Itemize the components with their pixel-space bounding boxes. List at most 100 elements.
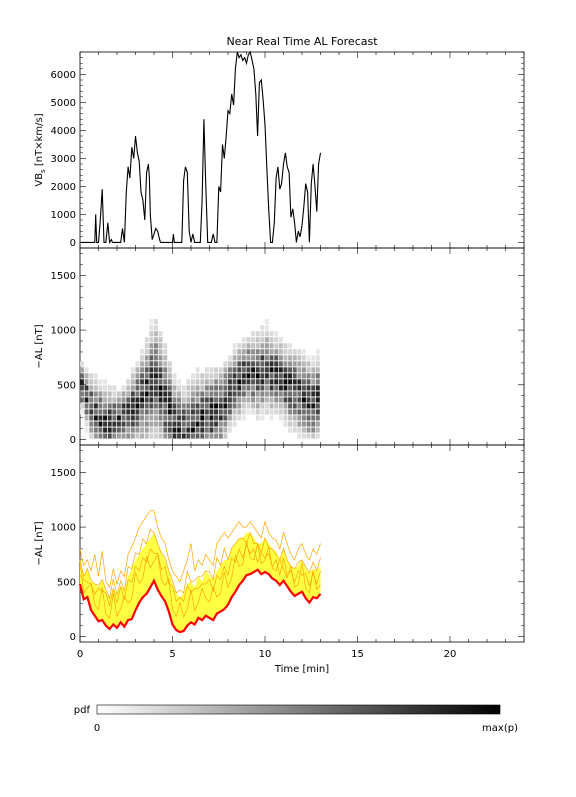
heatmap-cell — [135, 433, 140, 439]
y-tick-label: 1500 — [51, 468, 76, 479]
heatmap-cell — [283, 403, 288, 409]
heatmap-cell — [204, 427, 209, 433]
heatmap-cell — [107, 391, 112, 397]
heatmap-cell — [297, 415, 302, 421]
heatmap-cell — [214, 397, 218, 403]
heatmap-cell — [181, 409, 186, 415]
heatmap-cell — [292, 367, 297, 373]
heatmap-cell — [214, 391, 218, 397]
heatmap-cell — [93, 433, 98, 439]
heatmap-cell — [186, 433, 191, 439]
heatmap-cell — [223, 409, 228, 415]
heatmap-cell — [204, 415, 209, 421]
heatmap-cell — [186, 427, 191, 433]
heatmap-cell — [246, 349, 251, 355]
heatmap-cell — [149, 409, 154, 415]
heatmap-cell — [283, 409, 288, 415]
heatmap-cell — [311, 361, 316, 367]
heatmap-cell — [191, 415, 195, 421]
heatmap-cell — [311, 421, 316, 427]
heatmap-cell — [228, 391, 232, 397]
heatmap-cell — [149, 427, 154, 433]
heatmap-cell — [311, 385, 316, 391]
heatmap-cell — [195, 379, 200, 385]
heatmap-cell — [251, 397, 255, 403]
heatmap-cell — [154, 337, 158, 343]
heatmap-cell — [260, 331, 265, 337]
heatmap-cell — [228, 421, 232, 427]
heatmap-cell — [292, 403, 297, 409]
heatmap-cell — [269, 391, 274, 397]
heatmap-cell — [214, 373, 218, 379]
heatmap-cell — [172, 403, 177, 409]
heatmap-cell — [154, 409, 158, 415]
heatmap-cell — [306, 373, 311, 379]
heatmap-cell — [89, 379, 94, 385]
heatmap-cell — [302, 385, 306, 391]
heatmap-cell — [130, 379, 135, 385]
heatmap-cell — [274, 373, 279, 379]
heatmap-cell — [223, 421, 228, 427]
heatmap-cells — [80, 319, 320, 439]
heatmap-cell — [121, 385, 126, 391]
heatmap-cell — [232, 409, 237, 415]
heatmap-cell — [158, 379, 163, 385]
heatmap-cell — [130, 427, 135, 433]
heatmap-cell — [274, 385, 279, 391]
heatmap-cell — [80, 379, 84, 385]
heatmap-cell — [158, 367, 163, 373]
heatmap-cell — [306, 361, 311, 367]
heatmap-cell — [154, 355, 158, 361]
heatmap-cell — [269, 331, 274, 337]
heatmap-cell — [130, 409, 135, 415]
heatmap-cell — [265, 379, 269, 385]
heatmap-cell — [144, 343, 149, 349]
heatmap-cell — [167, 427, 172, 433]
heatmap-cell — [297, 397, 302, 403]
x-tick-label: 10 — [259, 649, 272, 660]
heatmap-cell — [302, 397, 306, 403]
heatmap-cell — [297, 403, 302, 409]
heatmap-cell — [218, 367, 223, 373]
heatmap-cell — [107, 409, 112, 415]
heatmap-cell — [311, 433, 316, 439]
heatmap-cell — [154, 331, 158, 337]
heatmap-cell — [246, 409, 251, 415]
heatmap-cell — [177, 433, 181, 439]
heatmap-cell — [93, 421, 98, 427]
heatmap-cell — [274, 403, 279, 409]
heatmap-cell — [154, 391, 158, 397]
heatmap-cell — [158, 349, 163, 355]
heatmap-cell — [232, 367, 237, 373]
heatmap-cell — [315, 415, 320, 421]
heatmap-cell — [232, 349, 237, 355]
heatmap-cell — [158, 373, 163, 379]
heatmap-cell — [218, 373, 223, 379]
heatmap-cell — [255, 385, 260, 391]
heatmap-cell — [223, 403, 228, 409]
heatmap-cell — [121, 391, 126, 397]
heatmap-cell — [130, 397, 135, 403]
heatmap-cell — [103, 385, 107, 391]
heatmap-cell — [154, 325, 158, 331]
heatmap-cell — [260, 385, 265, 391]
heatmap-cell — [126, 427, 131, 433]
heatmap-cell — [172, 373, 177, 379]
heatmap-cell — [265, 319, 269, 325]
heatmap-cell — [283, 361, 288, 367]
heatmap-cell — [144, 379, 149, 385]
heatmap-cell — [98, 379, 103, 385]
heatmap-cell — [306, 403, 311, 409]
y-tick-label: 0 — [70, 632, 76, 643]
heatmap-cell — [232, 373, 237, 379]
heatmap-cell — [177, 427, 181, 433]
heatmap-cell — [269, 409, 274, 415]
heatmap-cell — [228, 427, 232, 433]
heatmap-cell — [209, 415, 214, 421]
heatmap-cell — [112, 427, 117, 433]
heatmap-cell — [149, 343, 154, 349]
heatmap-cell — [126, 397, 131, 403]
heatmap-cell — [84, 421, 89, 427]
heatmap-cell — [306, 355, 311, 361]
